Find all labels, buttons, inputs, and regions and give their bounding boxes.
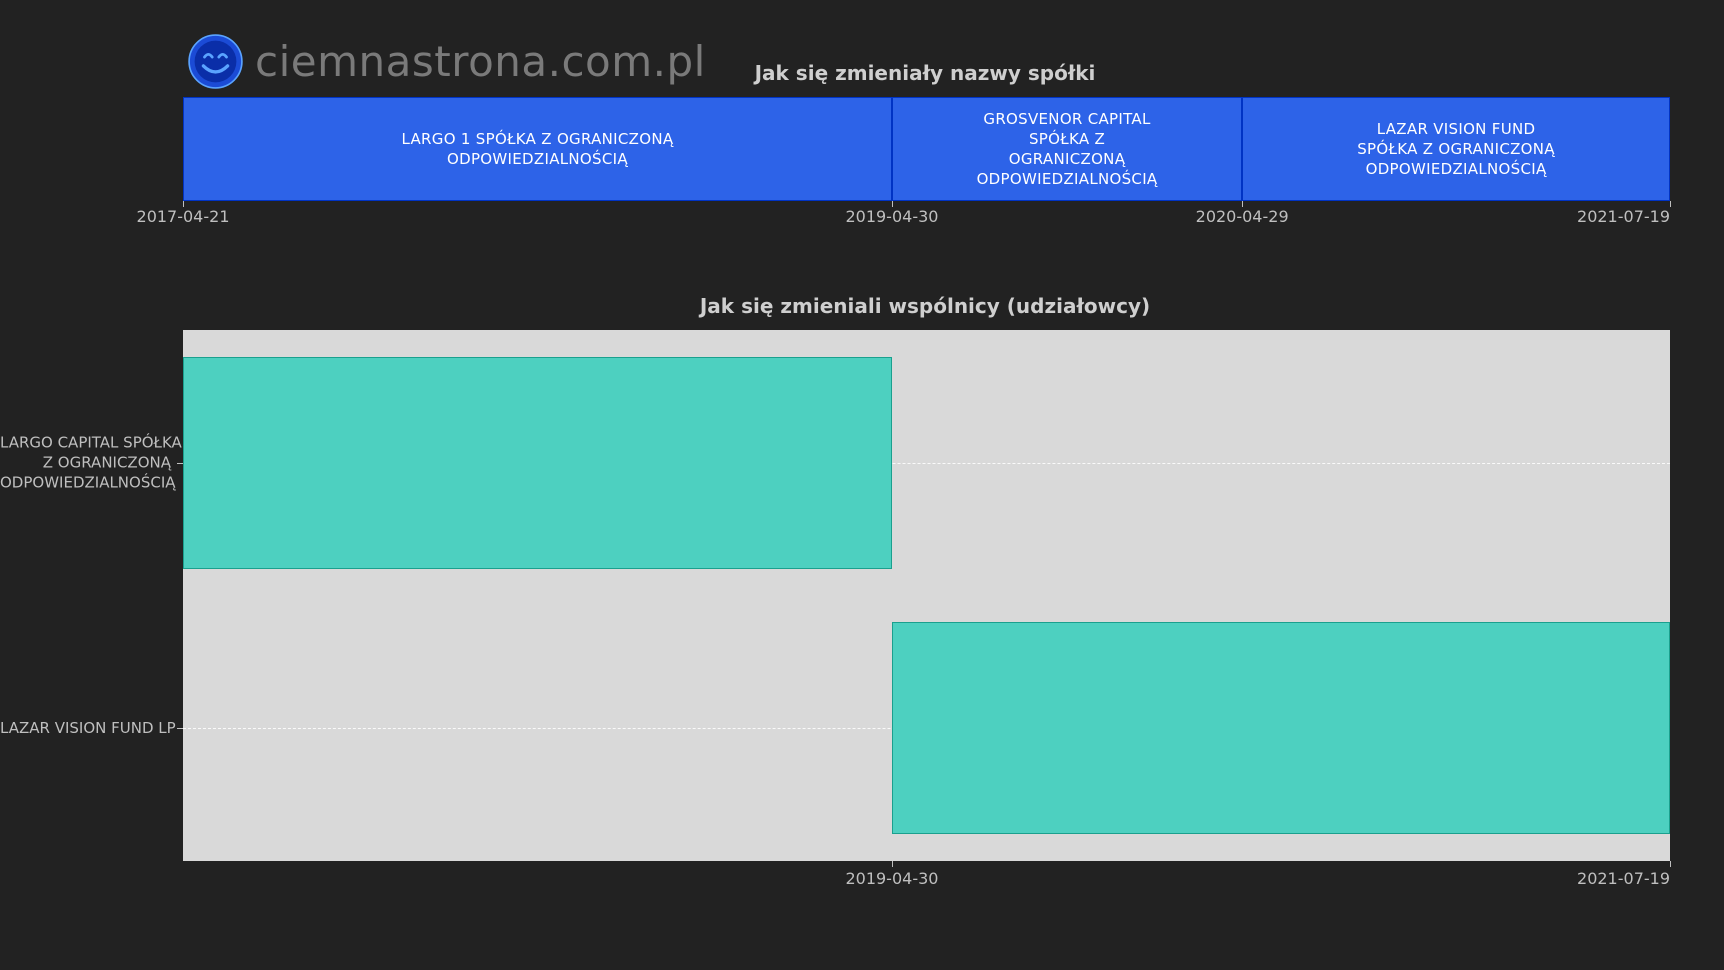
- shareholder-bar: [183, 357, 892, 569]
- chart2-xtick-label: 2019-04-30: [845, 869, 938, 888]
- company-name-line: SPÓŁKA Z: [977, 129, 1158, 149]
- chart1-tickmark: [1670, 201, 1671, 207]
- chart2-tickmark: [892, 861, 893, 867]
- chart2-xtick-label: 2021-07-19: [1577, 869, 1670, 888]
- shareholder-label: LAZAR VISION FUND LP: [0, 718, 171, 738]
- company-name-line: OGRANICZONĄ: [977, 149, 1158, 169]
- chart1-xtick-label: 2019-04-30: [845, 207, 938, 226]
- chart1-xtick-label: 2021-07-19: [1577, 207, 1670, 226]
- chart2-ytickmark: [177, 463, 183, 464]
- chart2-title: Jak się zmieniali wspólnicy (udziałowcy): [700, 294, 1150, 318]
- shareholder-label-line: Z OGRANICZONĄ: [0, 453, 171, 473]
- shareholder-label: LARGO CAPITAL SPÓŁKAZ OGRANICZONĄODPOWIE…: [0, 432, 171, 493]
- shareholder-bar: [892, 622, 1670, 834]
- company-name-line: GROSVENOR CAPITAL: [977, 109, 1158, 129]
- shareholder-label-line: ODPOWIEDZIALNOŚCIĄ: [0, 473, 171, 493]
- company-name-line: LARGO 1 SPÓŁKA Z OGRANICZONĄ: [402, 129, 674, 149]
- chart1-title: Jak się zmieniały nazwy spółki: [755, 61, 1096, 85]
- chart2-tickmark: [1670, 861, 1671, 867]
- company-name-line: ODPOWIEDZIALNOŚCIĄ: [1357, 159, 1555, 179]
- company-name-line: ODPOWIEDZIALNOŚCIĄ: [977, 169, 1158, 189]
- company-name-line: ODPOWIEDZIALNOŚCIĄ: [402, 149, 674, 169]
- chart1-plot-area: LARGO 1 SPÓŁKA Z OGRANICZONĄODPOWIEDZIAL…: [183, 97, 1670, 201]
- chart2-ytickmark: [177, 728, 183, 729]
- shareholder-label-line: LARGO CAPITAL SPÓŁKA: [0, 432, 171, 452]
- site-name: ciemnastrona.com.pl: [255, 37, 706, 86]
- shareholder-label-line: LAZAR VISION FUND LP: [0, 718, 171, 738]
- chart1-xtick-label: 2020-04-29: [1196, 207, 1289, 226]
- chart1-xtick-label: 2017-04-21: [137, 207, 230, 226]
- company-name-line: SPÓŁKA Z OGRANICZONĄ: [1357, 139, 1555, 159]
- company-name-block: LAZAR VISION FUNDSPÓŁKA Z OGRANICZONĄODP…: [1242, 97, 1670, 201]
- company-name-block: LARGO 1 SPÓŁKA Z OGRANICZONĄODPOWIEDZIAL…: [183, 97, 892, 201]
- chart2-plot-area: 2019-04-302021-07-19: [183, 330, 1670, 861]
- company-name-block: GROSVENOR CAPITALSPÓŁKA ZOGRANICZONĄODPO…: [892, 97, 1242, 201]
- smiley-icon: [188, 34, 243, 89]
- site-logo: ciemnastrona.com.pl: [188, 34, 706, 89]
- company-name-line: LAZAR VISION FUND: [1357, 119, 1555, 139]
